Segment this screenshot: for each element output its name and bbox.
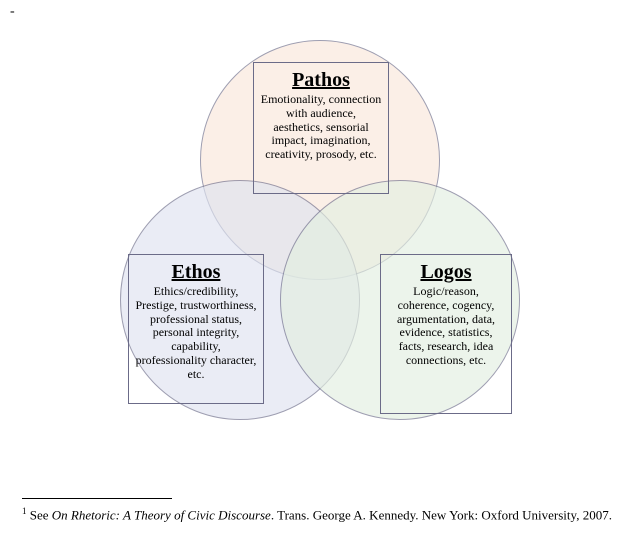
footnote-prefix: See bbox=[27, 507, 52, 522]
footnote-suffix: . Trans. George A. Kennedy. New York: Ox… bbox=[271, 507, 612, 522]
stray-dash: - bbox=[10, 4, 15, 20]
logos-desc: Logic/reason, coherence, cogency, argume… bbox=[387, 285, 505, 368]
ethos-title: Ethos bbox=[135, 261, 257, 283]
footnote-text: 1 See On Rhetoric: A Theory of Civic Dis… bbox=[22, 506, 614, 524]
label-box-ethos: Ethos Ethics/credibility, Prestige, trus… bbox=[128, 254, 264, 404]
footnote-rule bbox=[22, 498, 172, 499]
label-box-pathos: Pathos Emotionality, connection with aud… bbox=[253, 62, 389, 194]
pathos-desc: Emotionality, connection with audience, … bbox=[260, 93, 382, 162]
ethos-desc: Ethics/credibility, Prestige, trustworth… bbox=[135, 285, 257, 382]
diagram-canvas: - Pathos Emotionality, connection with a… bbox=[0, 0, 636, 556]
pathos-title: Pathos bbox=[260, 69, 382, 91]
logos-title: Logos bbox=[387, 261, 505, 283]
footnote-italic: On Rhetoric: A Theory of Civic Discourse bbox=[52, 507, 271, 522]
label-box-logos: Logos Logic/reason, coherence, cogency, … bbox=[380, 254, 512, 414]
